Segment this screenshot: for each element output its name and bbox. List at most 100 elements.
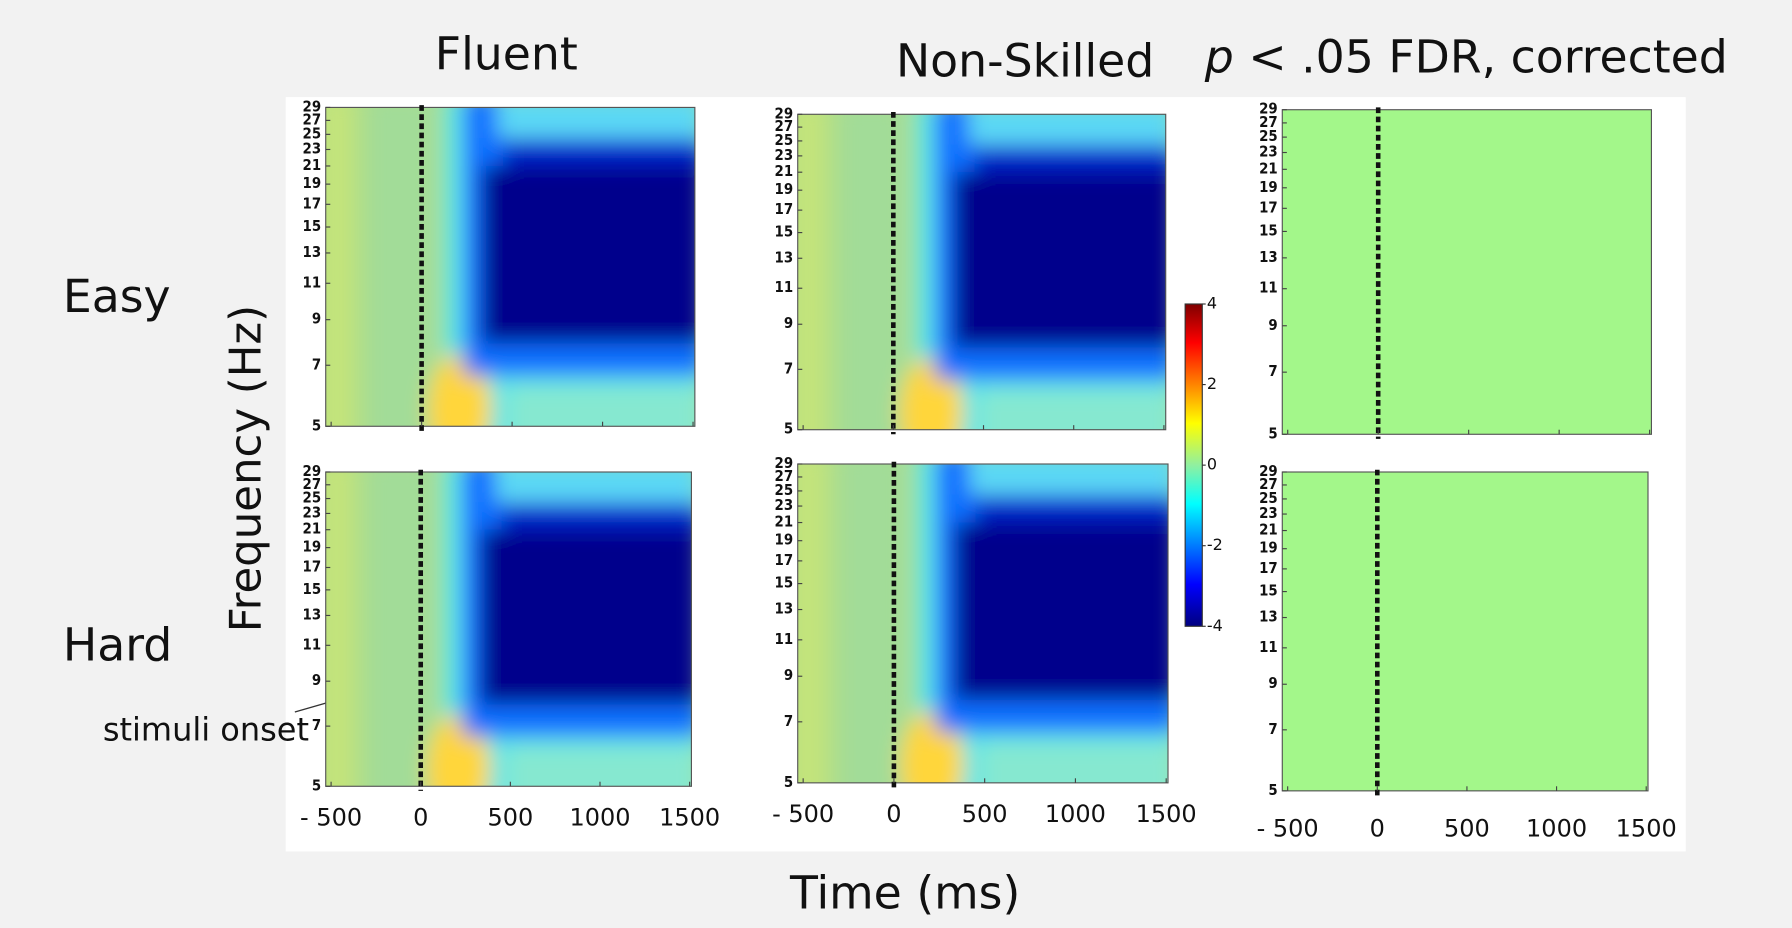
- y-tick-label: 9: [1268, 316, 1277, 334]
- y-tick-label: 19: [303, 538, 322, 556]
- x-tick-label: 1500: [1136, 800, 1197, 828]
- x-tick-label: 500: [1444, 815, 1490, 843]
- heatmap-region: [506, 747, 692, 787]
- y-tick-label: 25: [303, 489, 322, 507]
- heatmap-region: [508, 387, 695, 427]
- heatmap-region: [974, 148, 1166, 173]
- y-tick-label: 27: [1259, 475, 1278, 493]
- y-tick-label: 21: [303, 520, 322, 538]
- y-tick-label: 17: [303, 194, 322, 212]
- x-tick-label: 1500: [1616, 815, 1677, 843]
- y-tick-label: 17: [775, 200, 794, 218]
- y-tick-label: 15: [1259, 221, 1278, 239]
- y-tick-label: 5: [1268, 424, 1277, 442]
- heatmap-region: [953, 522, 1168, 700]
- x-axis-label: Time (ms): [789, 866, 1020, 919]
- y-tick-label: 25: [1259, 489, 1278, 507]
- y-tick-label: 27: [303, 110, 322, 128]
- x-tick-label: 500: [962, 800, 1008, 828]
- colorbar-scale: [1184, 303, 1203, 627]
- y-tick-label: 11: [775, 278, 794, 296]
- heatmap-field: [797, 463, 1168, 783]
- y-tick-label: 21: [775, 162, 794, 180]
- row-label: Hard: [63, 618, 172, 671]
- heatmap-region: [481, 165, 695, 344]
- heatmap-region: [496, 471, 692, 503]
- y-tick-label: 7: [784, 359, 793, 377]
- heatmap-region: [501, 505, 692, 530]
- colorbar: 4 2 0 -2 -4: [1184, 293, 1223, 635]
- y-tick-label: 29: [303, 97, 322, 115]
- y-tick-label: 13: [303, 605, 322, 623]
- panel-frame: [1281, 109, 1652, 435]
- panel-frame: [797, 463, 1169, 784]
- y-tick-label: 19: [775, 180, 794, 198]
- heatmap-field: [797, 114, 1166, 430]
- heatmap-region: [981, 743, 1168, 783]
- y-tick-label: 25: [1259, 127, 1278, 145]
- y-tick-label: 13: [775, 248, 794, 266]
- heatmap-region: [366, 471, 432, 787]
- y-tick-label: 11: [303, 635, 322, 653]
- y-tick-label: 19: [1259, 539, 1278, 557]
- y-tick-label: 9: [1268, 674, 1277, 692]
- y-tick-label: 13: [775, 600, 794, 618]
- y-tick-label: 15: [775, 223, 794, 241]
- y-tick-label: 23: [303, 503, 322, 521]
- colorbar-tick-label: 2: [1207, 374, 1217, 393]
- x-tick-label: 1000: [1526, 815, 1587, 843]
- column-title: Fluent: [435, 28, 578, 81]
- y-tick-label: 5: [784, 773, 793, 791]
- heatmap-field: [325, 471, 692, 787]
- heatmap-field: [325, 107, 695, 427]
- y-tick-label: 27: [1259, 113, 1278, 131]
- x-tick-label: 0: [413, 803, 428, 831]
- panel-frame: [325, 106, 696, 427]
- y-tick-label: 15: [303, 580, 322, 598]
- heatmap-region: [979, 391, 1166, 430]
- y-tick-label: 5: [784, 420, 793, 438]
- y-tick-label: 29: [303, 462, 322, 480]
- significance-title: p < .05 FDR, corrected: [1204, 30, 1728, 83]
- y-tick-label: 17: [775, 551, 794, 569]
- heatmap-region: [479, 529, 692, 705]
- y-axis-label: Frequency (Hz): [222, 305, 272, 632]
- heatmap: [797, 114, 1166, 430]
- heatmap-region: [969, 114, 1166, 145]
- y-tick-label: 29: [1259, 100, 1278, 118]
- y-tick-label: 7: [1268, 720, 1277, 738]
- y-tick-label: 5: [312, 416, 321, 434]
- heatmap-region: [325, 471, 353, 787]
- y-tick-label: 25: [775, 131, 794, 149]
- x-tick-label: - 500: [1257, 815, 1319, 843]
- y-tick-label: 27: [775, 117, 794, 135]
- y-tick-label: 29: [775, 104, 794, 122]
- y-tick-label: 7: [312, 355, 321, 373]
- y-tick-label: 9: [312, 671, 321, 689]
- significance-map: [1282, 471, 1648, 791]
- y-tick-label: 19: [775, 531, 794, 549]
- y-tick-label: 11: [1259, 638, 1278, 656]
- y-tick-label: 27: [303, 475, 322, 493]
- colorbar-tick-label: -2: [1207, 535, 1223, 554]
- y-tick-label: 29: [1259, 462, 1278, 480]
- y-tick-label: 17: [303, 557, 322, 575]
- heatmap-region: [952, 172, 1166, 348]
- y-tick-label: 15: [1259, 582, 1278, 600]
- y-tick-label: 23: [775, 496, 794, 514]
- colorbar-tick-label: 4: [1207, 293, 1217, 312]
- heatmap-region: [503, 141, 695, 166]
- y-tick-label: 23: [1259, 504, 1278, 522]
- x-tick-label: 1000: [1045, 800, 1106, 828]
- y-tick-label: 13: [303, 243, 322, 261]
- y-tick-label: 5: [312, 776, 321, 794]
- y-tick-label: 7: [1268, 362, 1277, 380]
- annotation: stimuli onset: [103, 710, 309, 748]
- x-tick-label: 1000: [569, 803, 630, 831]
- y-tick-label: 7: [312, 716, 321, 734]
- heatmap-region: [497, 107, 695, 139]
- x-tick-label: 0: [886, 800, 901, 828]
